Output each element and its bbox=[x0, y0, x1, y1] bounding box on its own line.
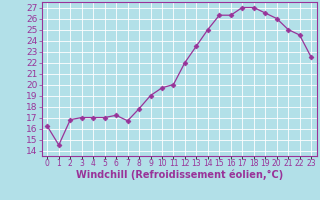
X-axis label: Windchill (Refroidissement éolien,°C): Windchill (Refroidissement éolien,°C) bbox=[76, 169, 283, 180]
